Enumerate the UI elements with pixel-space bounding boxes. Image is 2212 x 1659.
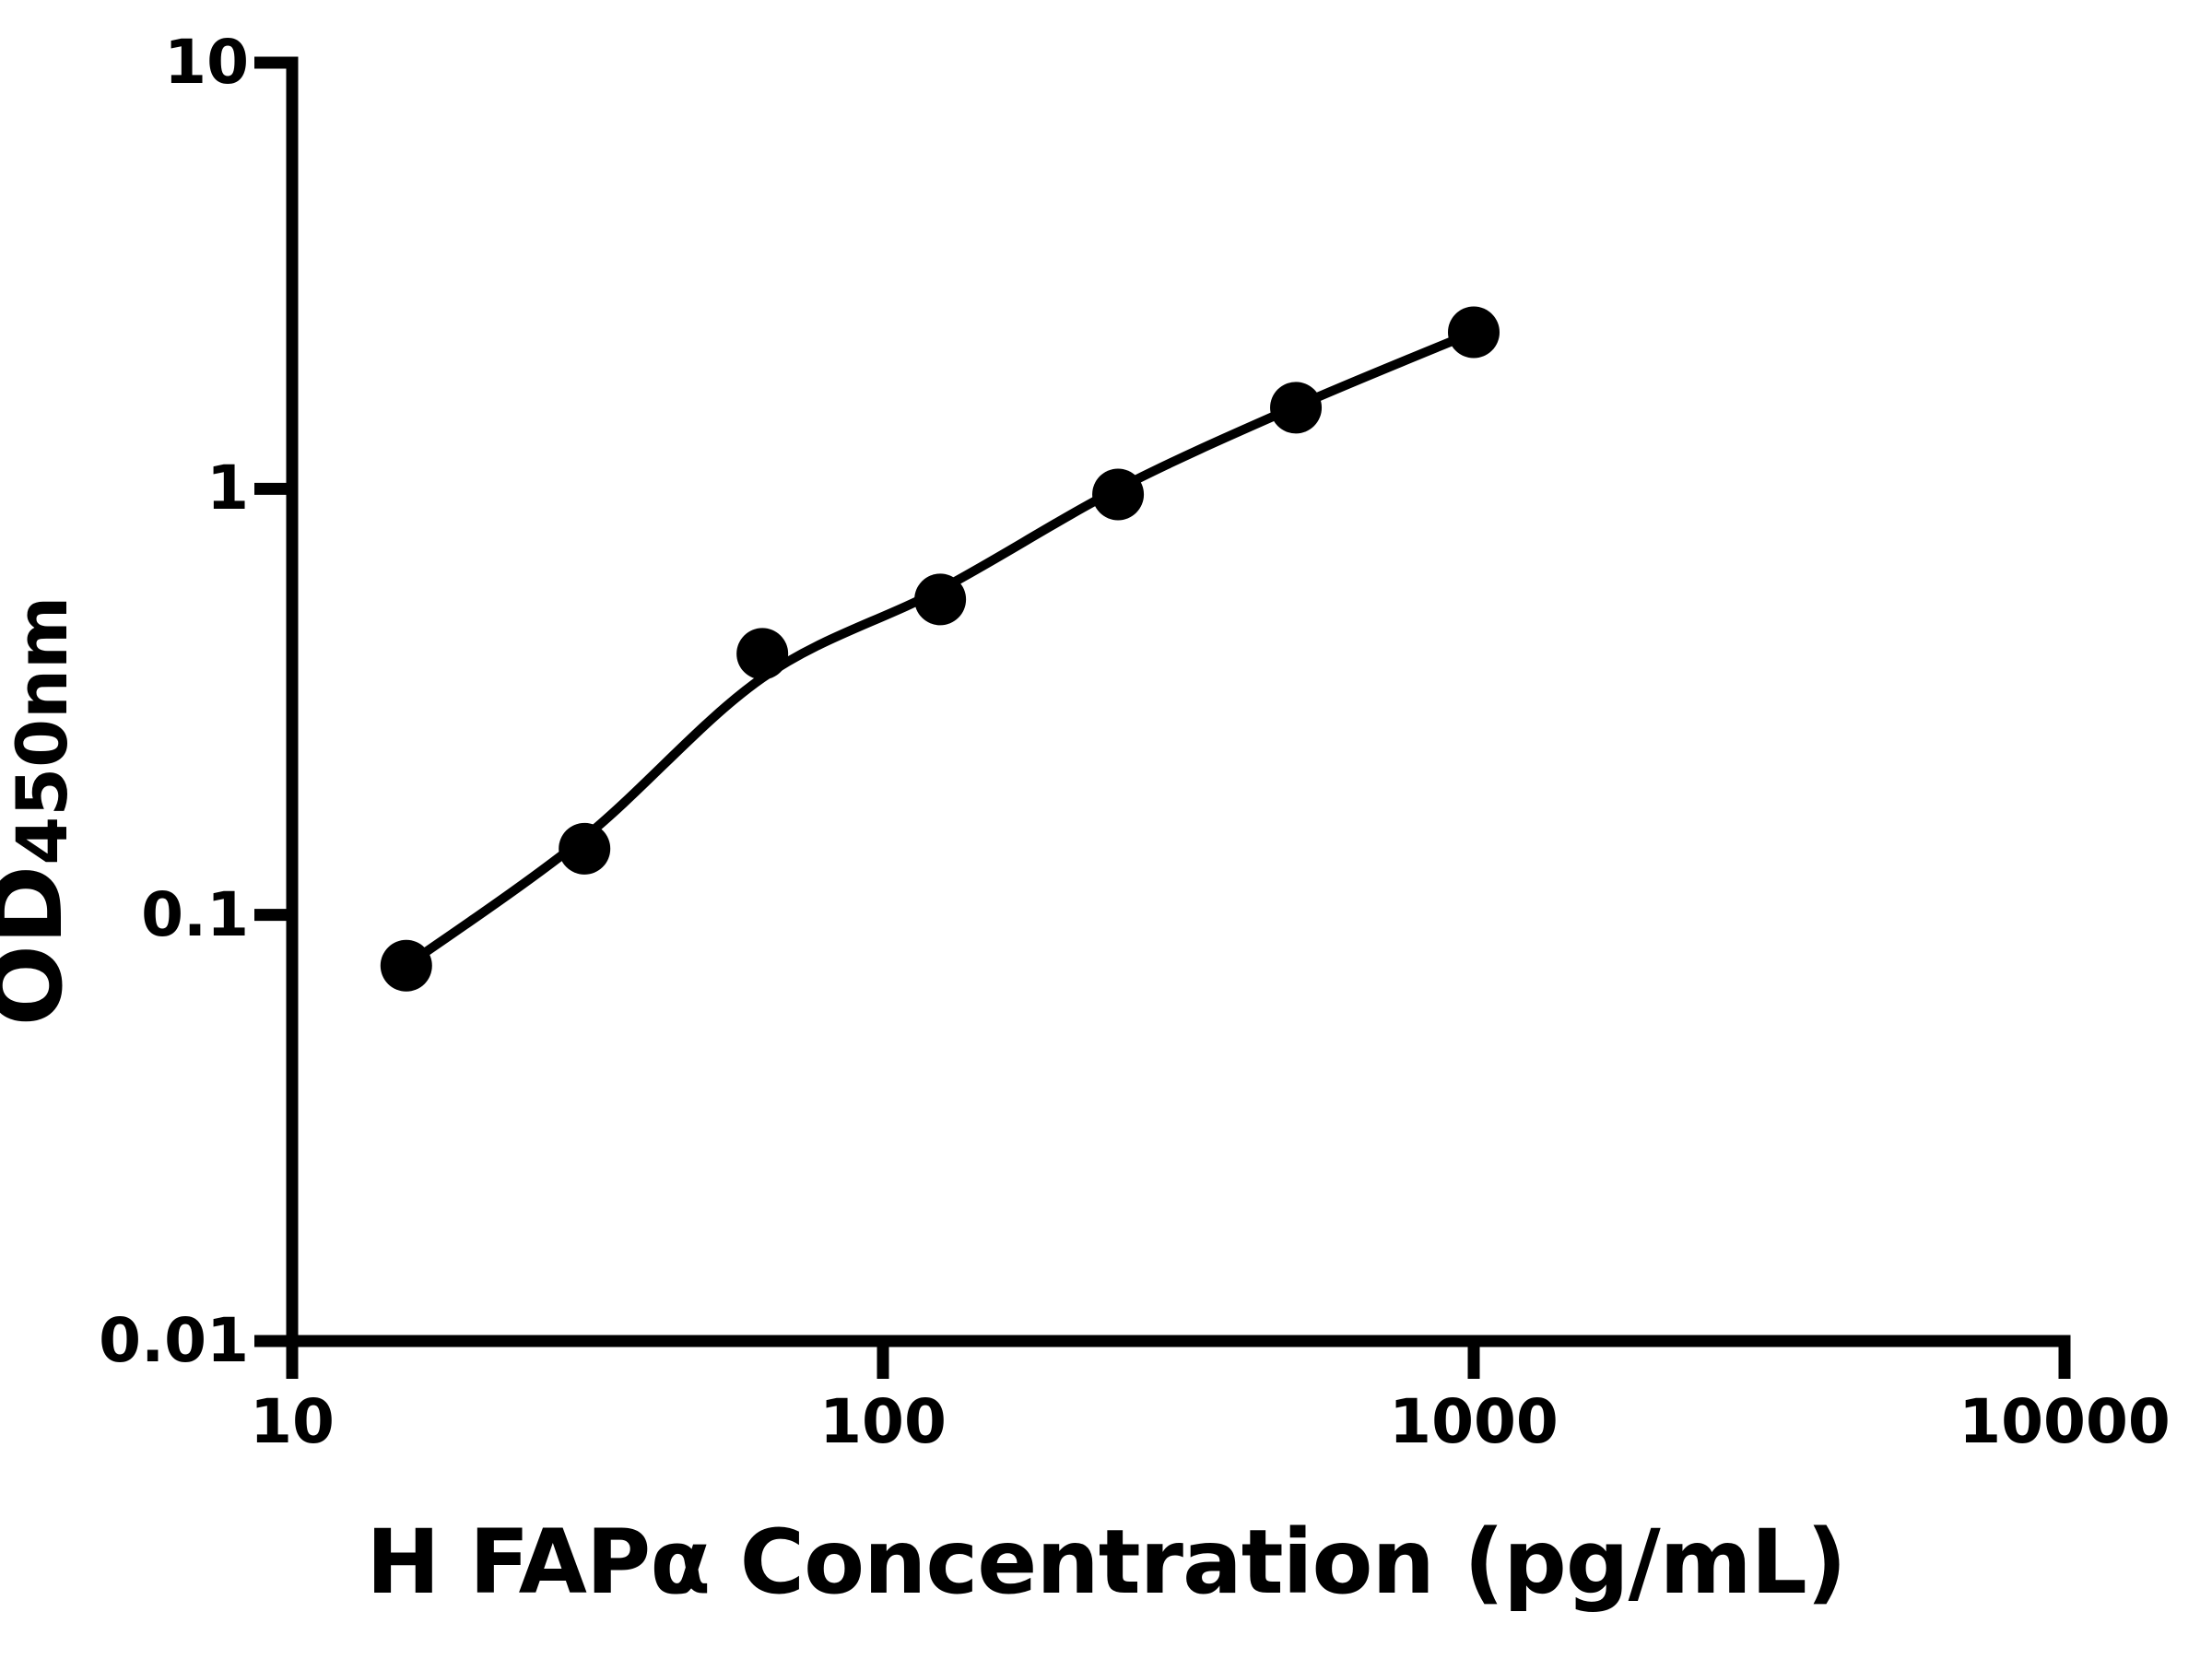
y-axis-title-main: OD [0, 865, 84, 1027]
data-point [914, 573, 967, 626]
y-axis-title-subscript: 450nm [1, 595, 83, 865]
y-tick-label: 1 [206, 453, 249, 524]
x-axis-title: H FAPα Concentration (pg/mL) [366, 1511, 1846, 1614]
x-tick-label: 100 [819, 1386, 947, 1457]
y-tick-label: 10 [164, 27, 249, 98]
data-point [1448, 306, 1500, 359]
data-point [1270, 382, 1323, 434]
fit-curve [401, 327, 1478, 971]
x-tick-label: 10 [250, 1386, 335, 1457]
y-tick-label: 0.1 [141, 878, 249, 950]
x-tick-label: 1000 [1389, 1386, 1559, 1457]
x-tick-label: 10000 [1959, 1386, 2171, 1457]
data-point [1092, 468, 1145, 521]
y-tick-label: 0.01 [99, 1305, 249, 1376]
data-point [380, 939, 432, 992]
data-point [736, 628, 789, 680]
y-axis-title: OD450nm [0, 442, 101, 1180]
data-point [559, 822, 611, 875]
